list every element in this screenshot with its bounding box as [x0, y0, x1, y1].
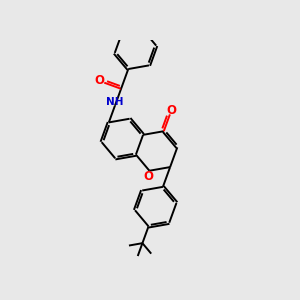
Text: O: O	[143, 170, 153, 183]
Text: O: O	[94, 74, 104, 87]
Text: NH: NH	[106, 97, 124, 107]
Text: O: O	[167, 103, 176, 117]
